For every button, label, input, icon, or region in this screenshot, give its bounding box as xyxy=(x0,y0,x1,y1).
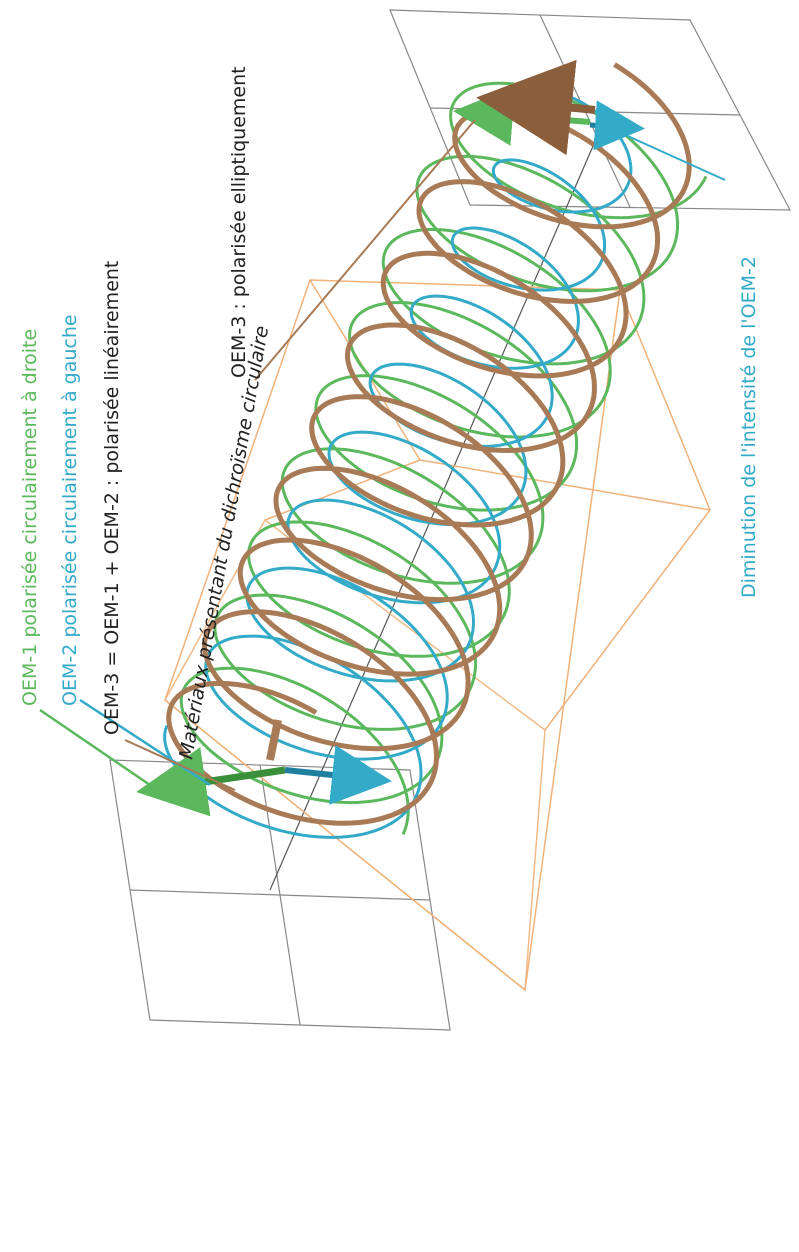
leader-intensity xyxy=(609,127,726,181)
label-oem2: OEM-2 polarisée circulairement à gauche xyxy=(59,314,81,706)
leader-oem3-elliptic xyxy=(254,119,476,381)
label-oem1: OEM-1 polarisée circulairement à droite xyxy=(19,329,41,706)
helix-oem2-path xyxy=(163,90,633,839)
oem2-helix xyxy=(163,90,633,839)
oem1-helix xyxy=(179,81,708,835)
leader-oem1 xyxy=(39,708,151,787)
start-field-vectors xyxy=(136,719,392,817)
end-field-vectors xyxy=(453,59,645,156)
start-plane xyxy=(109,759,451,1031)
leader-oem2 xyxy=(79,698,211,787)
leader-oem3-linear xyxy=(124,739,236,791)
label-intensity: Diminution de l'intensité de l'OEM-2 xyxy=(738,256,760,598)
label-oem3-linear: OEM-3 = OEM-1 + OEM-2 : polarisée linéai… xyxy=(101,261,123,735)
helix-oem1-path xyxy=(179,81,708,835)
label-oem3-elliptic: OEM-3 : polarisée elliptiquement xyxy=(228,66,250,378)
label-material: Matériaux présentant du dichroïsme circu… xyxy=(175,324,273,761)
oem3-elliptic-trace xyxy=(166,62,692,826)
helix-oem3-path xyxy=(166,62,692,826)
